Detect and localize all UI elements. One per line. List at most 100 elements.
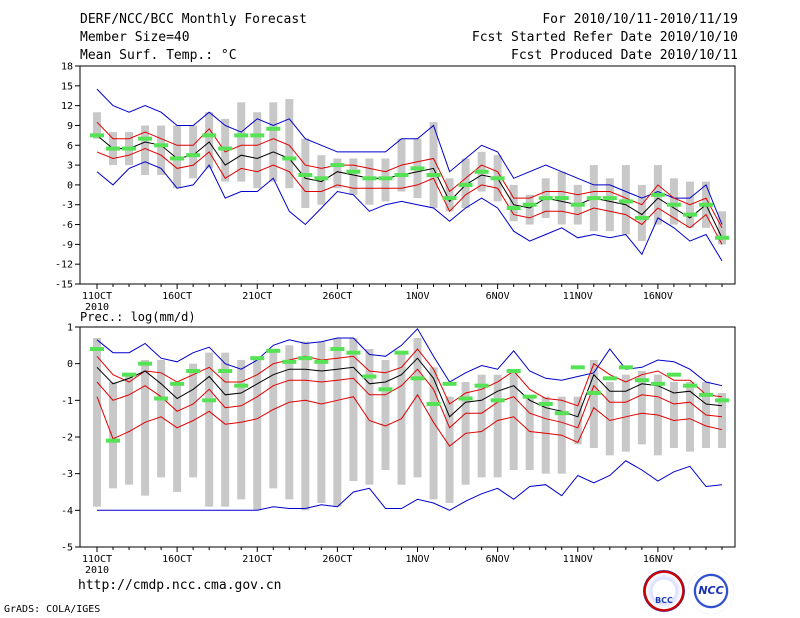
chart1-median-mark bbox=[618, 199, 633, 204]
chart2-box bbox=[333, 338, 342, 507]
chart2-median-mark bbox=[426, 402, 441, 406]
chart2-box bbox=[269, 349, 278, 489]
chart2-year-label: 2010 bbox=[85, 565, 109, 576]
chart1-ytick-label: -15 bbox=[55, 280, 73, 291]
chart2-median-mark bbox=[554, 411, 569, 416]
chart2-box bbox=[141, 360, 150, 496]
chart2-median-mark bbox=[458, 396, 473, 401]
chart2-median-mark bbox=[122, 372, 137, 377]
chart2-ytick-label: 0 bbox=[67, 359, 73, 370]
chart1-box bbox=[349, 158, 358, 195]
chart2-median-mark bbox=[538, 402, 553, 406]
member-size-label: Member Size=40 bbox=[80, 30, 190, 45]
produced-date-label: Fcst Produced Date 2010/10/11 bbox=[511, 48, 738, 63]
chart2-box bbox=[493, 374, 502, 478]
chart2-box bbox=[637, 371, 646, 445]
chart2-series-mean_minus_std bbox=[96, 368, 723, 429]
source-url[interactable]: http://cmdp.ncc.cma.gov.cn bbox=[78, 578, 282, 593]
chart1-median-mark bbox=[490, 176, 505, 181]
chart2-median-mark bbox=[474, 383, 489, 388]
chart1-median-mark bbox=[122, 146, 137, 151]
chart2-box bbox=[109, 382, 118, 489]
chart1-series-max bbox=[96, 88, 723, 225]
chart2-median-mark bbox=[298, 356, 313, 361]
chart2-box bbox=[381, 360, 390, 470]
chart1-median-mark bbox=[634, 215, 649, 220]
chart-title: DERF/NCC/BCC Monthly Forecast bbox=[80, 12, 307, 27]
chart1-xtick-label: 11OCT bbox=[82, 291, 112, 302]
chart1-ytick-label: -6 bbox=[61, 220, 73, 231]
chart2-median-mark bbox=[378, 387, 393, 392]
chart2-ytick-label: -2 bbox=[61, 433, 73, 444]
chart2-median-mark bbox=[282, 359, 297, 364]
chart1-series-mean bbox=[96, 135, 723, 239]
chart2-box bbox=[285, 345, 294, 500]
chart1-median-mark bbox=[586, 196, 601, 201]
chart2-box bbox=[349, 338, 358, 481]
chart1-box bbox=[637, 184, 646, 242]
chart1-median-mark bbox=[715, 235, 729, 240]
chart2-box bbox=[605, 382, 614, 456]
chart2-box bbox=[525, 396, 534, 470]
chart1-median-mark bbox=[346, 169, 361, 174]
chart1-median-mark bbox=[314, 176, 329, 181]
chart2-box bbox=[253, 356, 262, 511]
chart2-median-mark bbox=[346, 350, 361, 355]
chart1-ytick-label: 9 bbox=[67, 121, 73, 132]
chart1-ytick-label: 6 bbox=[67, 141, 73, 152]
chart1-xtick-label: 21OCT bbox=[242, 291, 272, 302]
chart2-series-mean bbox=[96, 357, 723, 418]
chart1-ytick-label: -12 bbox=[55, 260, 73, 271]
forecast-period: For 2010/10/11-2010/11/19 bbox=[542, 12, 738, 27]
chart2-box bbox=[413, 338, 422, 478]
chart1-box bbox=[285, 99, 294, 189]
grads-credit: GrADS: COLA/IGES bbox=[4, 604, 101, 615]
chart2-median-mark bbox=[682, 383, 697, 388]
chart2-box bbox=[685, 382, 694, 452]
chart2-ytick-label: -1 bbox=[61, 396, 73, 407]
chart2-median-mark bbox=[250, 356, 265, 361]
chart2-series-mean_plus_std bbox=[96, 348, 723, 407]
chart1-box bbox=[333, 158, 342, 189]
chart2-median-mark bbox=[314, 359, 329, 364]
chart1-box bbox=[189, 125, 198, 179]
chart2-median-mark bbox=[490, 398, 505, 403]
chart2-median-mark bbox=[266, 348, 281, 353]
chart1-xtick-label: 11NOV bbox=[563, 291, 593, 302]
chart1-ytick-label: -9 bbox=[61, 240, 73, 251]
chart1-median-mark bbox=[330, 163, 345, 168]
chart1-median-mark bbox=[426, 173, 441, 177]
chart1-median-mark bbox=[602, 196, 617, 201]
chart1-series-min bbox=[96, 161, 723, 262]
chart1-median-mark bbox=[378, 176, 393, 181]
chart2-median-mark bbox=[154, 396, 169, 401]
chart2-median-mark bbox=[442, 381, 457, 386]
chart2-box bbox=[301, 341, 310, 511]
chart2-series-min bbox=[97, 460, 723, 511]
chart2-box bbox=[93, 338, 101, 507]
chart2-box bbox=[365, 349, 374, 485]
chart1-box bbox=[445, 178, 454, 212]
chart2-box bbox=[173, 382, 182, 492]
chart2-median-mark bbox=[666, 372, 681, 377]
chart1-median-mark bbox=[554, 196, 569, 201]
chart1-series-mean_minus_std bbox=[96, 148, 723, 245]
chart1-ytick-label: 3 bbox=[67, 161, 73, 172]
chart1-xtick-label: 1NOV bbox=[405, 291, 429, 302]
chart1-median-mark bbox=[154, 143, 169, 148]
chart1-median-mark bbox=[458, 182, 473, 187]
chart2-box bbox=[541, 396, 550, 474]
chart2-median-mark bbox=[522, 394, 537, 399]
chart1-box bbox=[237, 102, 246, 182]
chart2-xtick-label: 11OCT bbox=[82, 554, 112, 565]
chart1-box bbox=[157, 125, 166, 175]
chart2-box bbox=[445, 396, 454, 503]
chart1-box bbox=[669, 178, 678, 225]
chart2-median-mark bbox=[506, 369, 521, 373]
start-date-label: Fcst Started Refer Date 2010/10/10 bbox=[471, 30, 738, 45]
chart2-median-mark bbox=[394, 350, 409, 355]
chart1-median-mark bbox=[506, 206, 521, 211]
chart2-ytick-label: -5 bbox=[61, 543, 73, 554]
chart1-year-label: 2010 bbox=[85, 302, 109, 313]
chart1-box bbox=[269, 102, 278, 182]
